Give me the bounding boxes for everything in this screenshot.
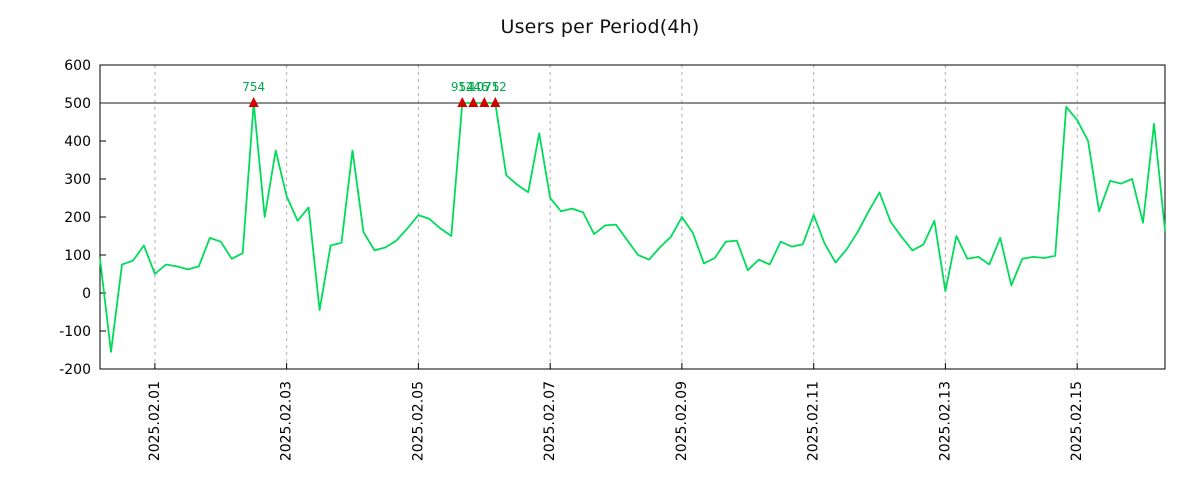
peak-marker-icon: [248, 97, 259, 107]
peak-value-label: 1246: [458, 80, 489, 94]
chart-title: Users per Period(4h): [500, 16, 700, 38]
x-tick-label: 2025.02.11: [806, 381, 822, 461]
y-tick-label: 0: [82, 286, 91, 302]
x-tick-label: 2025.02.07: [542, 381, 558, 461]
x-tick-label: 2025.02.03: [279, 381, 295, 461]
peak-marker-icon: [457, 97, 468, 107]
peak-value-label: 1075: [469, 80, 500, 94]
x-tick-label: 2025.02.09: [674, 381, 690, 461]
y-tick-label: -100: [59, 324, 91, 340]
axis-frame: [99, 64, 1166, 370]
y-tick-label: 300: [64, 172, 91, 188]
peak-marker-icon: [490, 97, 501, 107]
y-tick-label: 400: [64, 134, 91, 150]
x-tick-label: 2025.02.05: [410, 381, 426, 461]
x-tick-label: 2025.02.13: [937, 381, 953, 461]
peak-marker-icon: [468, 97, 479, 107]
y-tick-label: 200: [64, 210, 91, 226]
y-tick-label: -200: [59, 362, 91, 378]
peak-value-label: 754: [242, 80, 265, 94]
x-tick-label: 2025.02.01: [147, 381, 163, 461]
peak-value-label: 712: [484, 80, 507, 94]
peak-marker-icon: [479, 97, 490, 107]
y-tick-label: 100: [64, 248, 91, 264]
y-tick-label: 500: [64, 96, 91, 112]
y-tick-label: 600: [64, 58, 91, 74]
series-line: [99, 102, 1166, 353]
peak-value-label: 954: [451, 80, 474, 94]
x-tick-label: 2025.02.15: [1069, 381, 1085, 461]
